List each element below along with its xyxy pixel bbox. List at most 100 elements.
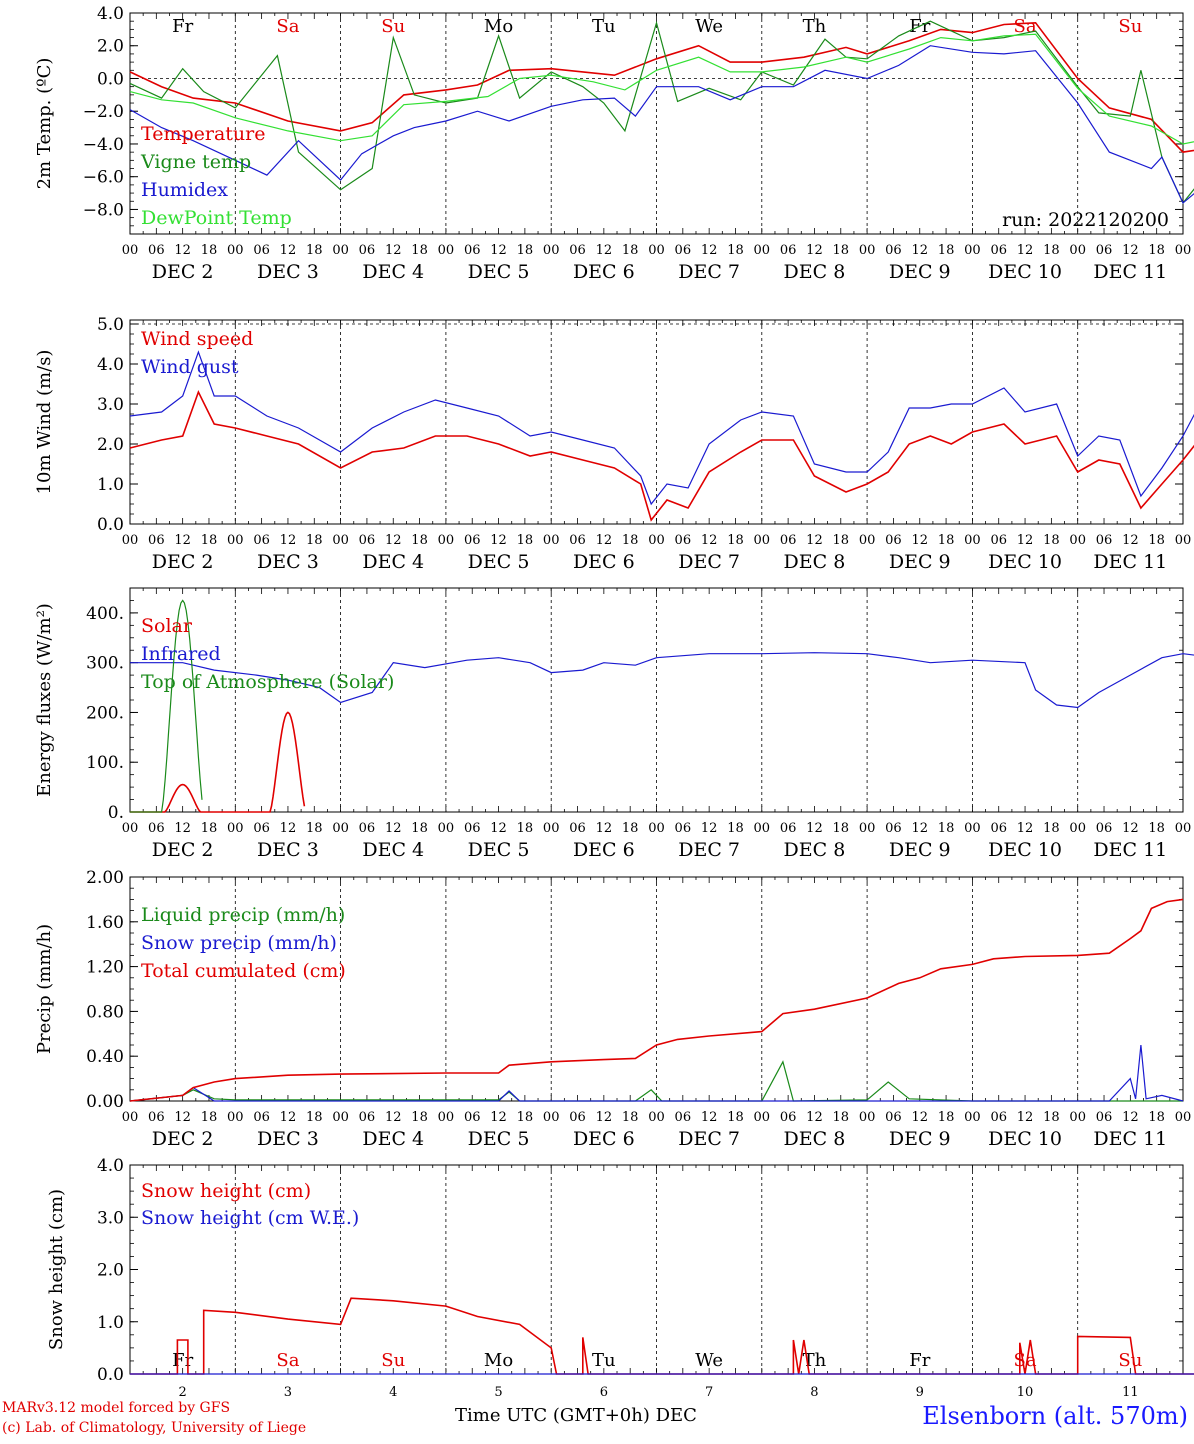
series-solar	[130, 711, 306, 813]
panel-3: 400. 300. 200. 100. 0. Energy fluxes (W/m²) 00…	[34, 587, 1194, 861]
x-hour-label: 06	[148, 821, 165, 836]
x-date-label: DEC 5	[468, 839, 530, 861]
day-letter: Tu	[592, 16, 616, 37]
x-hour-label: 12	[701, 243, 718, 258]
x-hour-label: 00	[227, 1110, 244, 1125]
x-hour-label: 00	[1175, 1110, 1192, 1125]
x-hour-label: 12	[911, 533, 928, 548]
x-date-label: DEC 3	[257, 551, 319, 573]
x-hour-label: 06	[885, 1110, 902, 1125]
x-hour-label: 12	[174, 1110, 191, 1125]
x-date-label: DEC 2	[152, 261, 214, 283]
x-date-label: DEC 5	[468, 551, 530, 573]
x-hour-label: 18	[201, 1110, 218, 1125]
x-hour-label: 06	[253, 533, 270, 548]
x-hour-label: 00	[648, 1110, 665, 1125]
series-humidex	[129, 45, 1194, 204]
x-hour-label: 18	[833, 533, 850, 548]
x-hour-label: 06	[990, 243, 1007, 258]
x-hour-label: 12	[490, 1110, 507, 1125]
day-letter: Fr	[909, 1350, 930, 1371]
y-tick-label: 0.0	[97, 515, 124, 535]
x-hour-label: 18	[1148, 821, 1165, 836]
y-tick-label: −8.0	[83, 200, 124, 220]
x-hour-label: 18	[1043, 821, 1060, 836]
x-hour-label: 12	[596, 533, 613, 548]
x-hour-label: 06	[675, 1110, 692, 1125]
x-date-label: DEC 6	[573, 1128, 635, 1150]
x-hour-label: 18	[622, 1110, 639, 1125]
x-date-label: DEC 11	[1093, 551, 1167, 573]
series-wind-speed	[129, 389, 1194, 522]
x-hour-label: 00	[122, 1110, 139, 1125]
day-letter: We	[695, 1350, 723, 1371]
x-hour-label: 12	[806, 1110, 823, 1125]
x-date-label: DEC 5	[468, 261, 530, 283]
x-hour-label: 00	[438, 243, 455, 258]
legend-entry: Total cumulated (cm)	[141, 960, 346, 982]
y-tick-label: 100.	[86, 753, 124, 773]
x-date-label: DEC 9	[889, 839, 951, 861]
day-letter: Sa	[276, 1350, 299, 1371]
x-hour-label: 12	[1122, 243, 1139, 258]
series-infrared	[130, 652, 1194, 709]
x-hour-label: 06	[885, 243, 902, 258]
x-hour-label: 12	[174, 243, 191, 258]
x-hour-label: 12	[701, 821, 718, 836]
x-hour-label: 18	[1148, 533, 1165, 548]
x-date-label: DEC 8	[784, 1128, 846, 1150]
x-hour-label: 00	[543, 533, 560, 548]
x-hour-label: 12	[280, 243, 297, 258]
x-hour-label: 00	[859, 243, 876, 258]
x-hour-label: 18	[727, 243, 744, 258]
x-hour-label: 18	[1043, 1110, 1060, 1125]
x-hour-label: 12	[806, 243, 823, 258]
panel-1: 4.0 2.0 0.0 −2.0 −4.0 −6.0 −8.0 2m Temp. (ºC) 00…	[34, 4, 1194, 283]
x-hour-label: 12	[806, 821, 823, 836]
x-hour-label: 06	[1096, 1110, 1113, 1125]
legend-entry: Wind speed	[141, 328, 253, 350]
x-hour-label: 18	[833, 243, 850, 258]
x-date-label: DEC 4	[362, 551, 424, 573]
x-hour-label: 18	[201, 533, 218, 548]
legend-entry: Wind gust	[141, 356, 239, 378]
y-tick-label: 0.80	[86, 1002, 124, 1022]
x-hour-label: 00	[122, 821, 139, 836]
x-hour-label: 12	[1122, 1110, 1139, 1125]
y-tick-label: 4.0	[97, 1156, 124, 1176]
x-hour-label: 18	[201, 821, 218, 836]
legend-entry: Temperature	[141, 123, 265, 145]
y-tick-label: 4.0	[97, 355, 124, 375]
y-tick-label: 2.0	[97, 37, 124, 57]
x-date-label: DEC 7	[678, 839, 740, 861]
x-date-label: DEC 11	[1093, 839, 1167, 861]
x-hour-label: 06	[1096, 243, 1113, 258]
x-hour-label: 06	[990, 533, 1007, 548]
x-day-number: 8	[810, 1385, 818, 1400]
x-hour-label: 06	[148, 1110, 165, 1125]
x-hour-label: 00	[964, 821, 981, 836]
x-date-label: DEC 6	[573, 551, 635, 573]
x-day-number: 10	[1017, 1385, 1034, 1400]
y-tick-label: 1.60	[86, 913, 124, 933]
plot-frame	[129, 587, 1184, 813]
day-letter: Su	[381, 16, 405, 37]
x-hour-label: 06	[675, 821, 692, 836]
y-tick-label: 1.0	[97, 1313, 124, 1333]
x-hour-label: 12	[596, 821, 613, 836]
x-hour-label: 00	[1069, 243, 1086, 258]
x-hour-label: 06	[1096, 821, 1113, 836]
series-total-cumulated-cm	[129, 898, 1184, 1102]
y-tick-label: 0.0	[97, 1365, 124, 1385]
series-vigne-temp	[129, 20, 1194, 205]
x-hour-label: 06	[148, 243, 165, 258]
x-hour-label: 06	[253, 1110, 270, 1125]
x-hour-label: 12	[1017, 243, 1034, 258]
x-hour-label: 18	[1043, 533, 1060, 548]
x-hour-label: 18	[938, 243, 955, 258]
legend-entry: Snow height (cm)	[141, 1180, 311, 1202]
x-hour-label: 00	[1069, 533, 1086, 548]
x-date-label: DEC 10	[988, 261, 1062, 283]
day-letter: Su	[1118, 16, 1142, 37]
x-date-label: DEC 11	[1093, 1128, 1167, 1150]
